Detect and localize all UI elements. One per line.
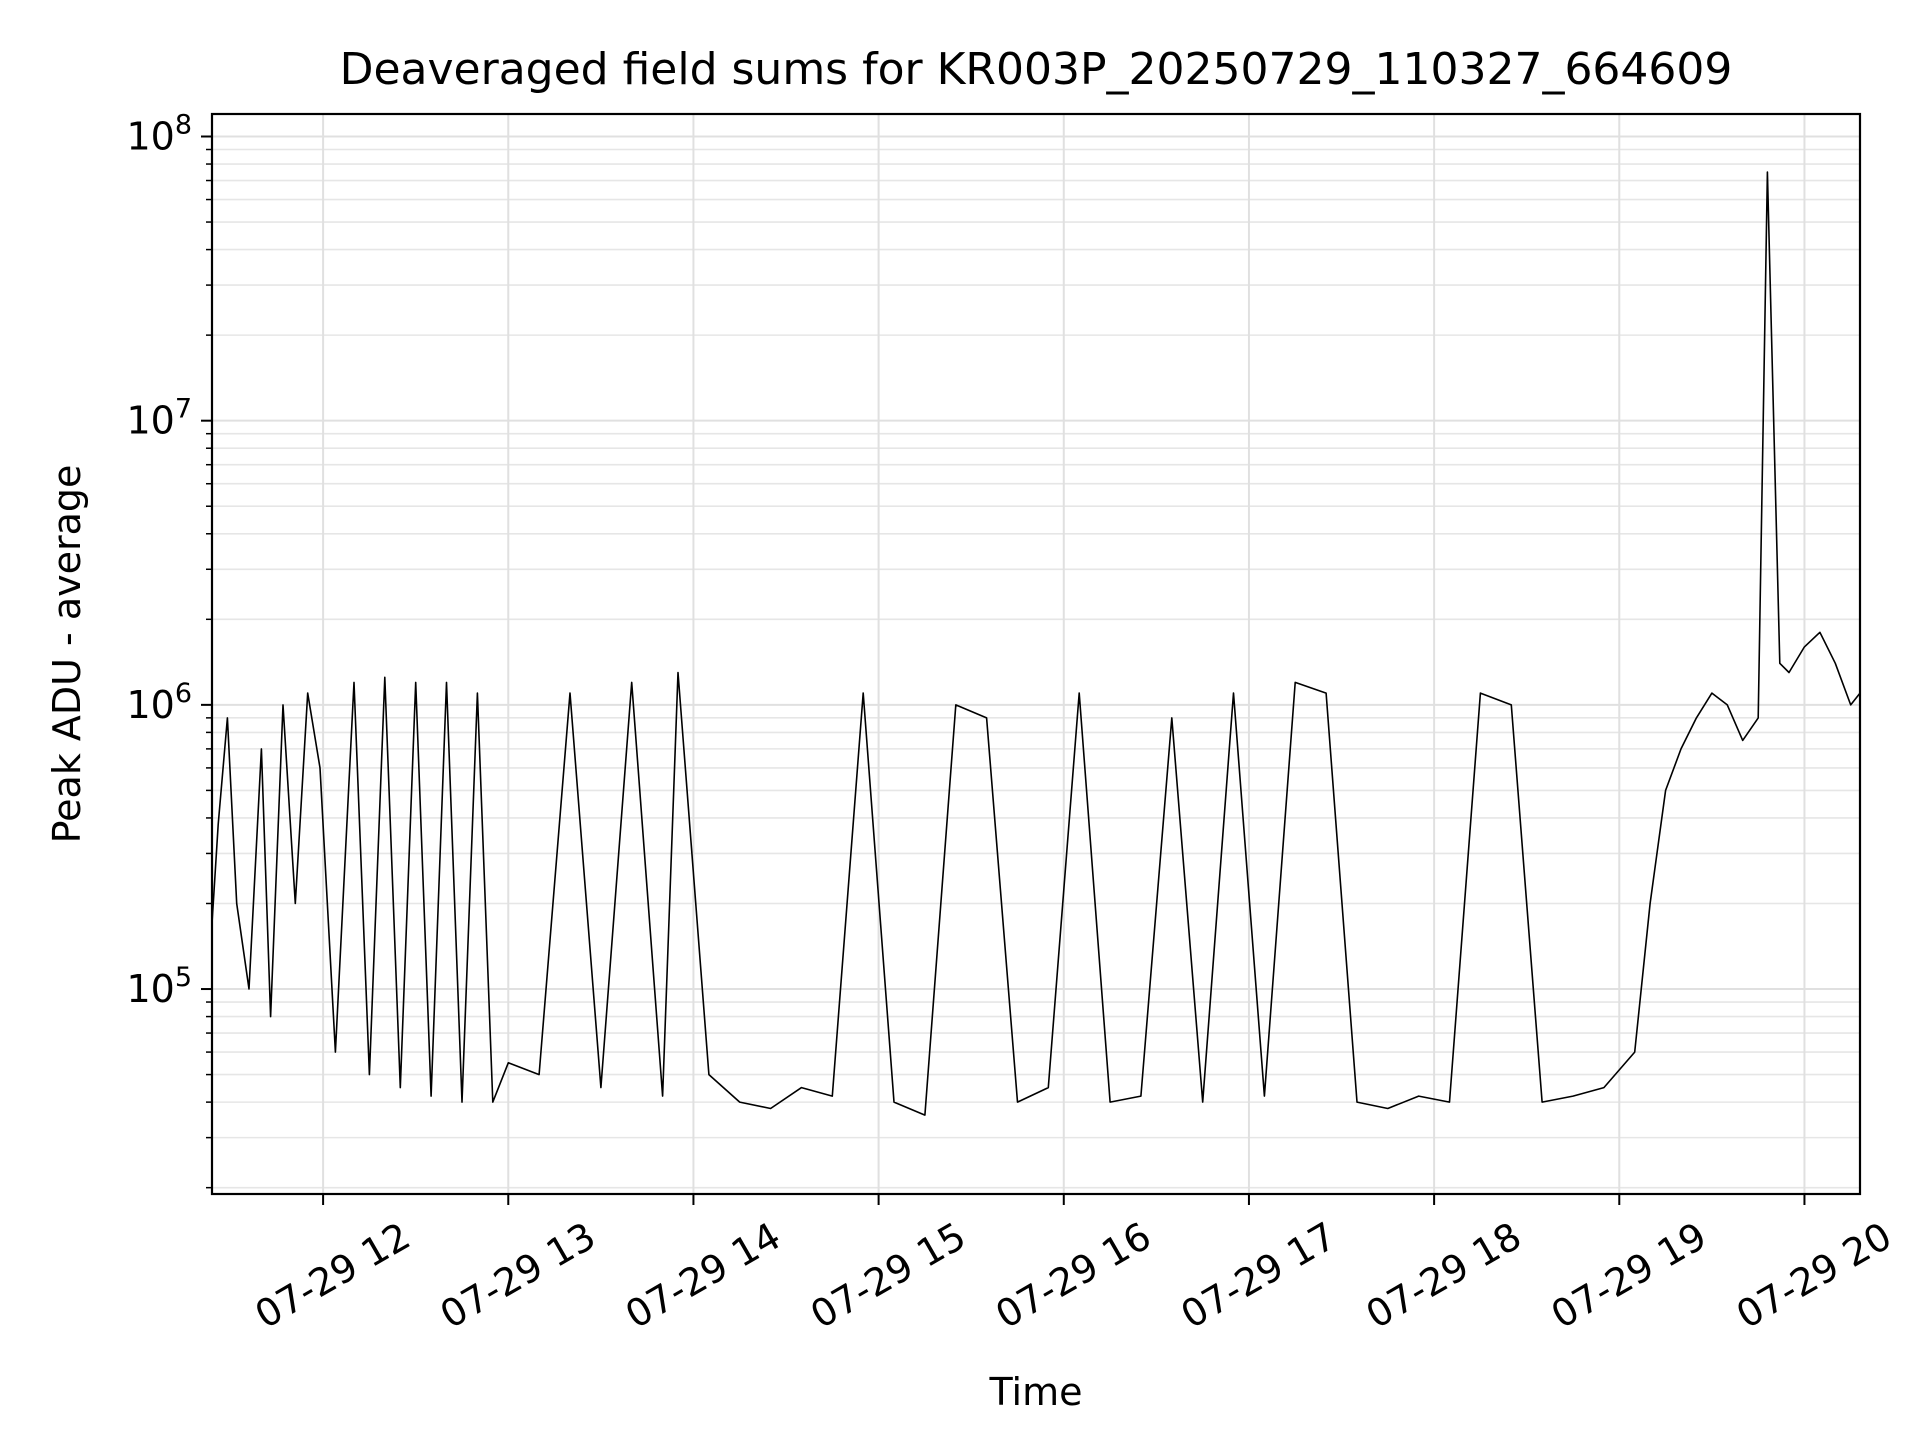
grid bbox=[212, 114, 1860, 1194]
data-series bbox=[211, 171, 1861, 1116]
chart-title: Deaveraged field sums for KR003P_2025072… bbox=[340, 44, 1733, 95]
series-line bbox=[211, 171, 1861, 1116]
y-tick-label: 108 bbox=[126, 110, 192, 159]
plot-frame bbox=[210, 112, 1862, 1196]
y-tick-label: 106 bbox=[126, 678, 192, 727]
y-tick-label: 105 bbox=[126, 962, 192, 1011]
y-axis-label: Peak ADU - average bbox=[45, 465, 89, 844]
y-tick-label: 107 bbox=[126, 394, 192, 443]
x-axis-label: Time bbox=[989, 1370, 1083, 1414]
y-axis-ticks: 105 106 107 108 bbox=[126, 110, 212, 1189]
